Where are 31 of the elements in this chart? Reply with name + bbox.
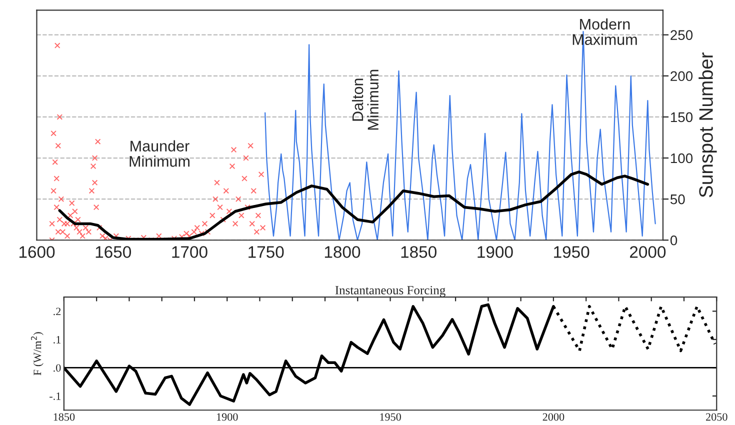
- y-tick-label: 100: [670, 153, 693, 164]
- chart-title: Instantaneous Forcing: [335, 286, 446, 297]
- x-tick-label: 1700: [172, 246, 208, 258]
- annotation: Dalton Minimum: [352, 70, 379, 130]
- x-tick-label: 1750: [248, 246, 284, 258]
- y-tick-label: 200: [670, 71, 693, 82]
- y-tick-label: .2: [54, 308, 61, 316]
- y-tick-label: -.1: [50, 392, 60, 400]
- y-tick-label: 0: [670, 235, 678, 246]
- line-series: [58, 170, 650, 240]
- x-tick-label: 2000: [630, 246, 666, 258]
- y-tick-label: 50: [670, 194, 685, 204]
- x-tick-label: 1650: [96, 246, 132, 258]
- x-tick-label: 1900: [216, 413, 238, 421]
- y-axis-title: F (W/m$^{2}$): [31, 332, 44, 376]
- x-tick-label: 1900: [478, 246, 513, 258]
- x-tick-label: 1950: [554, 246, 590, 258]
- y-tick-label: 150: [670, 112, 693, 122]
- x-tick-label: 1850: [401, 246, 436, 258]
- y-axis-title: Sunspot Number: [698, 52, 717, 198]
- x-tick-label: 1800: [324, 246, 360, 258]
- annotation: Maunder Minimum: [130, 140, 190, 167]
- x-tick-label: 1950: [380, 413, 401, 421]
- x-tick-label: 2000: [542, 413, 564, 421]
- x-tick-label: 1600: [19, 246, 55, 258]
- line-series: [264, 30, 656, 240]
- y-tick-label: 250: [670, 30, 693, 40]
- y-tick-label: .0: [54, 364, 61, 372]
- y-tick-label: .1: [54, 336, 60, 344]
- x-tick-label: 2050: [706, 413, 728, 421]
- x-tick-label: 1850: [54, 413, 75, 421]
